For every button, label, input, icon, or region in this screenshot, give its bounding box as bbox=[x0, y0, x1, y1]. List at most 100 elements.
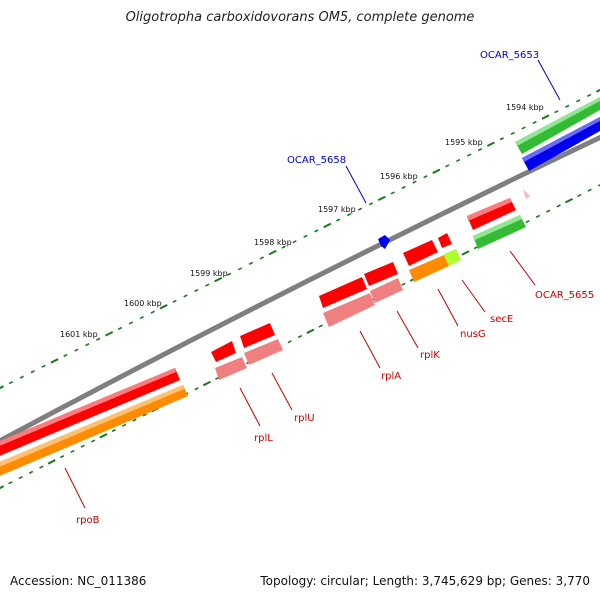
gene-ocar-5658-marker[interactable] bbox=[378, 235, 390, 249]
inner-ruler-tick bbox=[577, 193, 582, 198]
outer-ruler-tick bbox=[357, 207, 363, 211]
outer-ruler-tick bbox=[595, 88, 600, 93]
outer-ruler-tick bbox=[390, 191, 395, 195]
inner-ruler-tick bbox=[587, 188, 592, 192]
label-rpob[interactable]: rpoB bbox=[76, 515, 100, 526]
label-ocar-5655[interactable]: OCAR_5655 bbox=[535, 290, 594, 301]
kbp-label-1594: 1594 kbp bbox=[506, 103, 544, 112]
gene-rpll-salmon[interactable] bbox=[215, 357, 247, 380]
outer-ruler-tick bbox=[194, 288, 199, 293]
map-title: Oligotropha carboxidovorans OM5, complet… bbox=[125, 10, 475, 25]
outer-ruler-tick bbox=[139, 315, 144, 320]
outer-ruler-tick bbox=[303, 234, 308, 238]
inner-ruler-tick bbox=[287, 340, 292, 344]
gene-rpob-orange[interactable] bbox=[0, 385, 188, 480]
label-rpla[interactable]: rplA bbox=[381, 371, 401, 382]
outer-ruler-tick bbox=[532, 120, 537, 125]
accession-text: Accession: NC_011386 bbox=[10, 574, 147, 588]
outer-ruler-tick bbox=[226, 272, 232, 276]
inner-ruler-tick bbox=[18, 475, 23, 480]
kbp-label-1598: 1598 kbp bbox=[254, 238, 292, 247]
outer-ruler-tick bbox=[172, 299, 177, 303]
gene-rpla-red[interactable] bbox=[319, 277, 367, 308]
gene-rpll-red[interactable] bbox=[211, 341, 236, 362]
outer-ruler-tick bbox=[237, 267, 243, 271]
outer-ruler-tick bbox=[281, 245, 286, 249]
outer-ruler-tick bbox=[268, 249, 277, 256]
gene-nusg-orange[interactable] bbox=[409, 255, 449, 282]
inner-ruler-tick bbox=[546, 209, 551, 213]
kbp-label-1595: 1595 kbp bbox=[445, 138, 483, 147]
label-ocar-5653[interactable]: OCAR_5653 bbox=[480, 50, 539, 61]
inner-ruler-tick bbox=[194, 387, 199, 391]
kbp-label-1597: 1597 kbp bbox=[318, 205, 356, 214]
inner-ruler-tick bbox=[59, 455, 65, 459]
label-sece[interactable]: secE bbox=[490, 314, 513, 325]
outer-ruler-tick bbox=[466, 153, 472, 157]
outer-ruler-tick bbox=[214, 276, 223, 283]
gene-rpob-red[interactable] bbox=[0, 368, 180, 460]
outer-ruler-tick bbox=[499, 137, 504, 141]
outer-ruler-tick bbox=[50, 358, 59, 364]
inner-ruler-tick bbox=[47, 459, 56, 465]
inner-ruler-tick bbox=[473, 246, 479, 250]
kbp-label-1601: 1601 kbp bbox=[60, 330, 98, 339]
inner-ruler-tick bbox=[318, 324, 323, 328]
topology-text: Topology: circular; Length: 3,745,629 bp… bbox=[260, 574, 590, 588]
outer-ruler-tick bbox=[19, 375, 24, 379]
inner-ruler-tick bbox=[306, 328, 315, 334]
outer-ruler bbox=[0, 88, 600, 390]
inner-ruler-tick bbox=[80, 444, 85, 448]
kbp-label-1600: 1600 kbp bbox=[124, 299, 162, 308]
outer-ruler-tick bbox=[248, 261, 254, 265]
gene-rplu-salmon[interactable] bbox=[244, 339, 283, 365]
gene-rpla-salmon[interactable] bbox=[323, 293, 375, 327]
gene-nusg-red[interactable] bbox=[403, 240, 438, 266]
outer-ruler-tick bbox=[586, 93, 592, 98]
outer-ruler-tick bbox=[183, 294, 188, 298]
outer-ruler-tick bbox=[105, 331, 114, 337]
outer-ruler-tick bbox=[150, 310, 155, 314]
outer-ruler-tick bbox=[541, 114, 550, 120]
outer-ruler-tick bbox=[456, 158, 461, 163]
gene-ocar-5655-green[interactable] bbox=[473, 215, 526, 249]
gene-rplk-red[interactable] bbox=[364, 262, 398, 286]
inner-ruler-tick bbox=[39, 465, 44, 469]
outer-ruler-tick bbox=[477, 147, 483, 152]
label-rplk[interactable]: rplK bbox=[420, 350, 440, 361]
inner-ruler-tick bbox=[111, 428, 116, 433]
reverse-strand-features bbox=[0, 198, 526, 480]
inner-ruler-tick bbox=[8, 481, 13, 485]
inner-ruler-tick bbox=[564, 197, 573, 204]
genome-backbone bbox=[0, 134, 600, 444]
label-rplu[interactable]: rplU bbox=[294, 413, 315, 424]
gene-pink-mark[interactable] bbox=[523, 189, 530, 199]
forward-strand-features bbox=[378, 97, 600, 249]
outer-ruler-tick bbox=[377, 195, 386, 202]
gene-rplk-salmon[interactable] bbox=[370, 278, 403, 303]
inner-ruler-tick bbox=[202, 380, 211, 387]
outer-ruler-tick bbox=[486, 141, 495, 147]
outer-ruler-tick bbox=[368, 202, 374, 206]
inner-ruler-tick bbox=[121, 423, 127, 427]
inner-ruler-tick bbox=[70, 449, 75, 454]
ruler-labels: 1594 kbp 1595 kbp 1596 kbp 1597 kbp 1598… bbox=[60, 103, 544, 339]
inner-ruler-tick bbox=[461, 250, 470, 256]
gene-ocar-5655-red[interactable] bbox=[467, 198, 516, 230]
gene-sece-lime[interactable] bbox=[444, 249, 461, 266]
outer-ruler-tick bbox=[0, 385, 5, 390]
inner-ruler-tick bbox=[28, 470, 34, 474]
gene-rplu-red[interactable] bbox=[240, 323, 275, 348]
outer-ruler-tick bbox=[445, 164, 450, 168]
label-nusg[interactable]: nusG bbox=[460, 329, 486, 340]
outer-ruler-tick bbox=[85, 343, 90, 347]
inner-ruler-tick bbox=[535, 214, 541, 218]
outer-ruler-tick bbox=[74, 348, 79, 352]
outer-ruler-tick bbox=[30, 370, 35, 374]
gene-sece-red[interactable] bbox=[438, 233, 452, 248]
label-ocar-5658[interactable]: OCAR_5658 bbox=[287, 155, 346, 166]
label-rpll[interactable]: rplL bbox=[254, 433, 273, 444]
outer-ruler-tick bbox=[41, 364, 46, 368]
outer-ruler-tick bbox=[576, 99, 581, 103]
